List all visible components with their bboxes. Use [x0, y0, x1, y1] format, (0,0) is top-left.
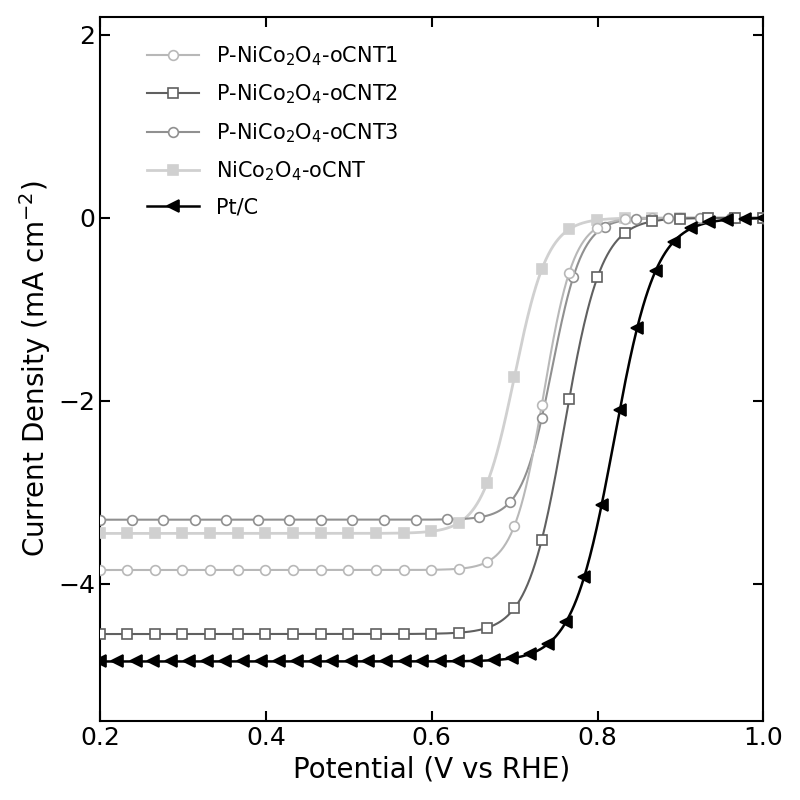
X-axis label: Potential (V vs RHE): Potential (V vs RHE) [293, 755, 570, 783]
Y-axis label: Current Density (mA cm$^{-2}$): Current Density (mA cm$^{-2}$) [17, 181, 53, 557]
Legend: P-NiCo$_2$O$_4$-oCNT1, P-NiCo$_2$O$_4$-oCNT2, P-NiCo$_2$O$_4$-oCNT3, NiCo$_2$O$_: P-NiCo$_2$O$_4$-oCNT1, P-NiCo$_2$O$_4$-o… [137, 34, 409, 228]
